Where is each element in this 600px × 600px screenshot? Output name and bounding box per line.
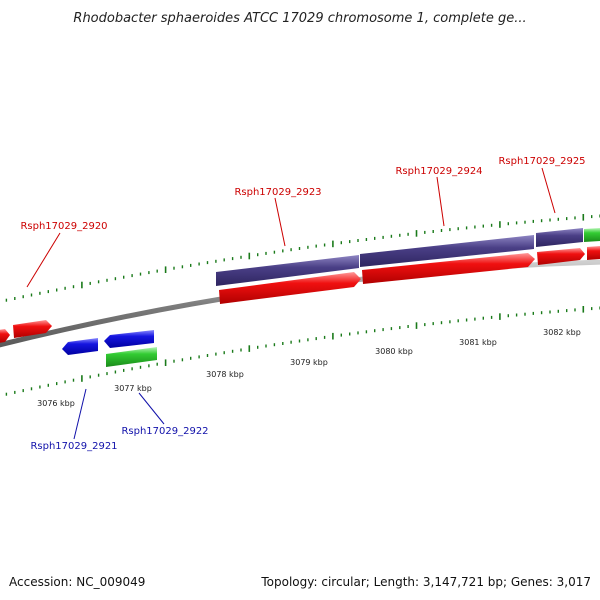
accession-text: Accession: NC_009049 [9, 575, 145, 589]
reverse-gene-track [62, 330, 154, 355]
cds-bar-2924[interactable] [360, 235, 534, 267]
leader-line-2922 [138, 392, 165, 425]
gene-label-2924[interactable]: Rsph17029_2924 [395, 166, 482, 177]
forward-gene-track [0, 246, 600, 343]
gene-arrow-2919[interactable] [0, 329, 10, 343]
cds-feature-track [216, 228, 583, 286]
gene-label-2923[interactable]: Rsph17029_2923 [234, 187, 321, 198]
map-title: Rhodobacter sphaeroides ATCC 17029 chrom… [73, 11, 526, 26]
gene-label-2921[interactable]: Rsph17029_2921 [30, 441, 117, 452]
genome-summary-text: Topology: circular; Length: 3,147,721 bp… [260, 575, 591, 589]
gene-arrow-2923[interactable] [219, 272, 361, 304]
cds-bar-2925[interactable] [536, 228, 583, 247]
gene-arrow-2920[interactable] [13, 320, 52, 338]
rna-gene-topright[interactable] [584, 228, 600, 242]
gene-labels: Rsph17029_2920 Rsph17029_2921 Rsph17029_… [20, 156, 585, 452]
gene-arrow-2921[interactable] [62, 338, 98, 355]
label-leader-lines [26, 167, 556, 440]
scale-labels: 3076 kbp 3077 kbp 3078 kbp 3079 kbp 3080… [37, 328, 581, 408]
leader-line-2925 [541, 167, 556, 214]
scale-label: 3082 kbp [543, 328, 581, 337]
rna-gene-lower[interactable] [106, 347, 157, 367]
gene-label-2925[interactable]: Rsph17029_2925 [498, 156, 585, 167]
scale-label: 3080 kbp [375, 347, 413, 356]
gene-label-2922[interactable]: Rsph17029_2922 [121, 426, 208, 437]
gene-arrow-2926[interactable] [587, 246, 600, 260]
gene-arrow-2922[interactable] [104, 330, 154, 348]
leader-line-2921 [73, 388, 87, 440]
leader-line-2924 [436, 176, 445, 227]
scale-label: 3081 kbp [459, 338, 497, 347]
scale-label: 3076 kbp [37, 399, 75, 408]
outer-tick-ring [5, 214, 600, 302]
gene-arrow-2925[interactable] [537, 248, 585, 265]
scale-label: 3079 kbp [290, 358, 328, 367]
leader-line-2923 [274, 197, 286, 247]
scale-label: 3078 kbp [206, 370, 244, 379]
gene-label-2920[interactable]: Rsph17029_2920 [20, 221, 107, 232]
inner-tick-ring [5, 306, 600, 396]
cds-bar-2923[interactable] [216, 255, 359, 286]
scale-label: 3077 kbp [114, 384, 152, 393]
gene-arrow-2924[interactable] [362, 253, 535, 284]
leader-line-2920 [26, 232, 61, 288]
